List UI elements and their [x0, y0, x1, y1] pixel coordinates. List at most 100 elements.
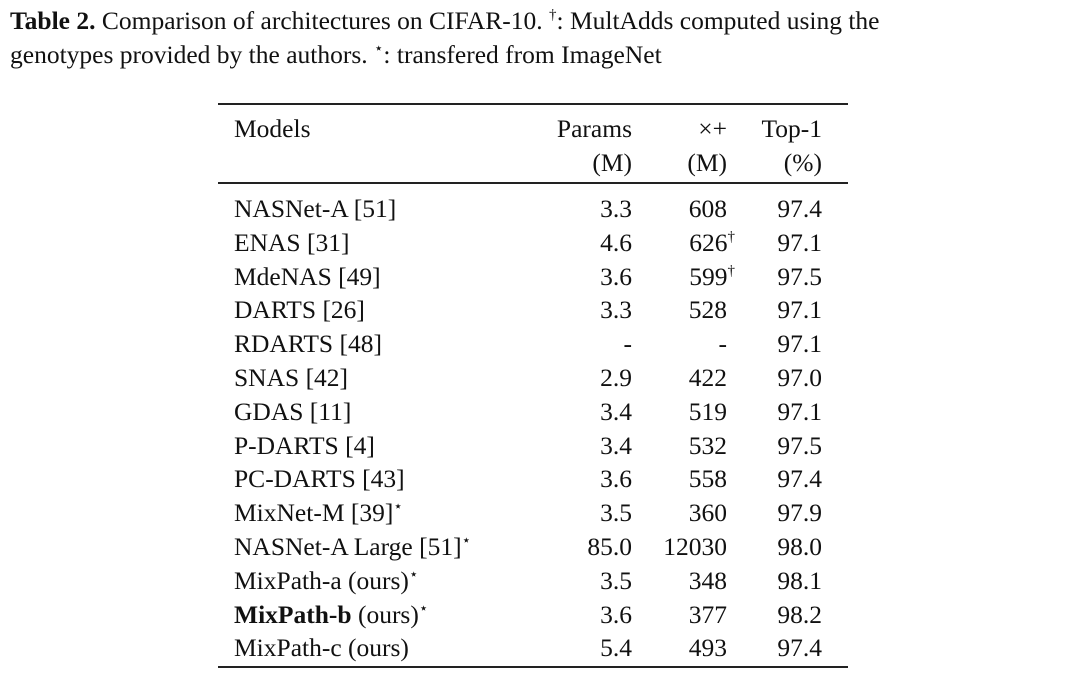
top1-value: 98.0 [777, 532, 822, 561]
madds-value: 360 [688, 498, 727, 528]
header-cell: ×+ [698, 114, 727, 143]
params-value: 4.6 [600, 227, 632, 257]
params-value: 3.3 [600, 295, 632, 325]
params-cell: - [624, 327, 633, 361]
madds-mark: † [727, 262, 736, 279]
madds-cell: 599† [689, 260, 735, 294]
params-value: 3.5 [600, 498, 632, 528]
madds-cell: 519 [689, 395, 727, 429]
madds-value: 532 [688, 430, 727, 460]
model-mark: ⋆ [393, 499, 403, 516]
model-name: PC-DARTS [43] [234, 464, 405, 494]
header-cell: (M) [592, 148, 632, 177]
madds-cell: 528 [689, 293, 727, 327]
model-name: MixNet-M [39] [234, 498, 394, 528]
bottom-rule [218, 666, 848, 668]
params-cell: 3.5 [600, 564, 632, 598]
madds-cell: 493 [689, 631, 727, 665]
model-cell: RDARTS [48] [234, 327, 382, 361]
model-name: ENAS [31] [234, 227, 350, 257]
model-cell: SNAS [42] [234, 361, 348, 395]
params-cell: 3.6 [600, 462, 632, 496]
model-name: P-DARTS [4] [234, 430, 375, 460]
model-cell: PC-DARTS [43] [234, 462, 405, 496]
top1-value: 98.2 [777, 599, 822, 629]
madds-cell: 558 [689, 462, 727, 496]
top1-value: 97.1 [777, 329, 822, 359]
top1-value: 97.4 [777, 633, 822, 663]
top1-value: 97.5 [777, 430, 822, 460]
params-value: 3.3 [600, 194, 632, 223]
madds-cell: 532 [689, 429, 727, 463]
params-cell: 3.3 [600, 192, 632, 226]
params-cell: 3.3 [600, 293, 632, 327]
params-value: 85.0 [587, 532, 632, 561]
model-cell: P-DARTS [4] [234, 429, 375, 463]
params-value: 3.5 [600, 565, 632, 595]
params-value: 3.6 [600, 599, 632, 629]
madds-cell: 422 [689, 361, 727, 395]
top1-cell: 97.9 [777, 496, 822, 530]
model-name: SNAS [42] [234, 363, 349, 392]
model-mark: ⋆ [461, 533, 471, 549]
top1-cell: 98.0 [777, 530, 822, 564]
madds-value: 608 [688, 194, 727, 223]
params-value: - [623, 329, 633, 359]
params-cell: 3.6 [600, 598, 632, 632]
header-cell: Params [556, 114, 632, 143]
model-cell: ENAS [31] [234, 226, 349, 260]
top1-cell: 97.1 [777, 395, 822, 429]
madds-value: 493 [688, 633, 727, 663]
mid-rule [218, 182, 848, 184]
params-cell: 3.4 [600, 395, 632, 429]
model-name: MixPath-b [234, 599, 352, 629]
top1-value: 97.1 [777, 295, 822, 325]
model-mark: ⋆ [408, 566, 419, 583]
model-name: MixPath-c (ours) [234, 633, 409, 663]
top1-cell: 97.5 [777, 429, 822, 463]
model-cell: NASNet-A [51] [234, 192, 396, 226]
model-cell: MixPath-a (ours)⋆ [234, 564, 418, 598]
top1-value: 97.4 [777, 464, 822, 494]
model-name: MdeNAS [49] [234, 261, 381, 291]
top1-cell: 97.0 [777, 361, 822, 395]
params-cell: 3.6 [600, 260, 632, 294]
caption-line: Table 2. Comparison of architectures on … [10, 6, 879, 36]
header-cell: Models [234, 114, 311, 143]
model-cell: MixPath-b (ours)⋆ [234, 598, 428, 632]
caption-mark: ⋆ [374, 41, 384, 57]
header-cell: (%) [783, 148, 822, 177]
top1-value: 97.9 [777, 498, 822, 528]
model-name: NASNet-A [51] [234, 194, 397, 223]
params-cell: 5.4 [600, 631, 632, 665]
params-cell: 4.6 [600, 226, 632, 260]
madds-value: 528 [688, 295, 727, 325]
header-cell: (M) [687, 148, 727, 177]
caption-label: Table 2. [10, 6, 96, 35]
top1-cell: 97.4 [777, 631, 822, 665]
madds-value: - [718, 329, 728, 359]
model-cell: NASNet-A Large [51]⋆ [234, 530, 471, 564]
caption-text: genotypes provided by the authors. [10, 40, 375, 69]
madds-mark: † [727, 228, 736, 245]
model-name: GDAS [11] [234, 396, 352, 426]
model-name: RDARTS [48] [234, 329, 382, 359]
caption-text: Comparison of architectures on CIFAR-10. [101, 6, 549, 35]
madds-value: 599 [689, 261, 728, 291]
caption-text: : MultAdds computed using the [556, 6, 880, 35]
model-mark: ⋆ [418, 600, 429, 617]
params-cell: 85.0 [587, 530, 632, 564]
top1-value: 97.4 [777, 194, 822, 223]
params-cell: 2.9 [600, 361, 632, 395]
params-cell: 3.5 [600, 496, 632, 530]
top1-cell: 98.1 [777, 564, 822, 598]
model-cell: DARTS [26] [234, 293, 365, 327]
params-value: 3.6 [600, 261, 632, 291]
top1-cell: 98.2 [777, 598, 822, 632]
madds-cell: 626† [689, 226, 735, 260]
caption-line: genotypes provided by the authors. ⋆: tr… [10, 40, 662, 70]
madds-cell: 377 [689, 598, 727, 632]
madds-value: 626 [689, 227, 728, 257]
madds-value: 558 [688, 464, 727, 494]
